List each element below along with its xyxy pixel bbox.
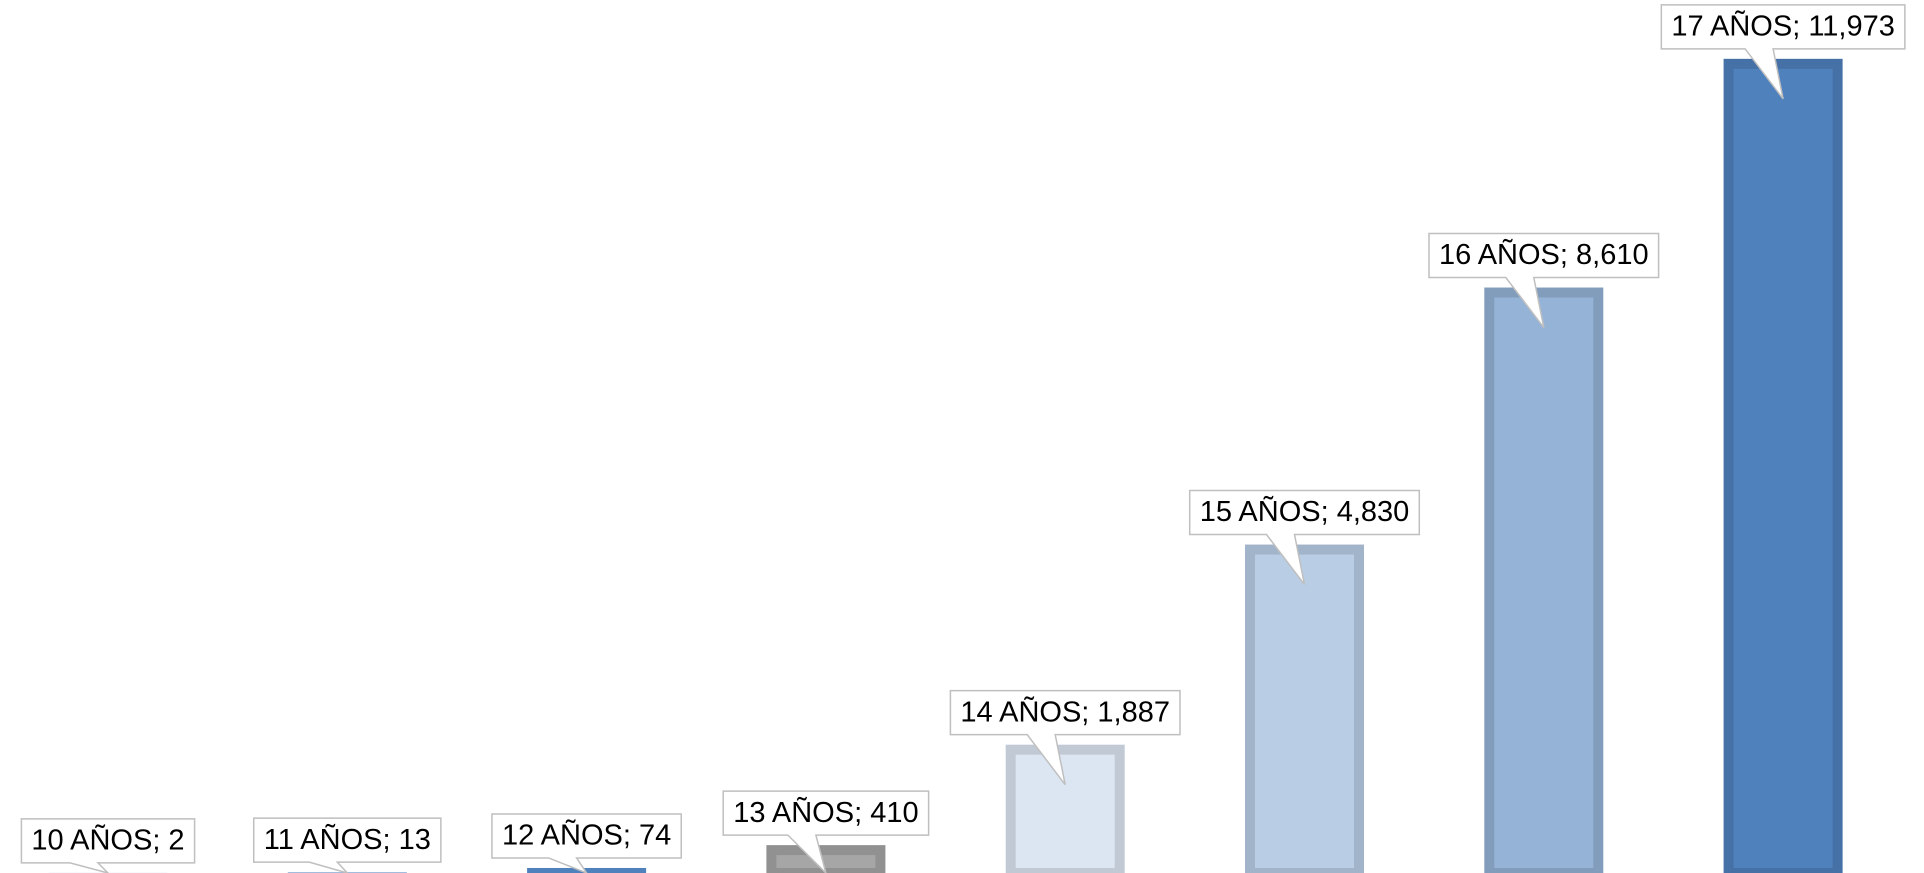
bar <box>527 867 647 873</box>
bar <box>1723 58 1843 873</box>
bar <box>766 845 886 873</box>
label-callout <box>1188 489 1421 586</box>
label-callout <box>722 790 930 873</box>
data-label: 10 AÑOS; 2 <box>31 823 184 857</box>
label-callout <box>252 817 442 873</box>
data-label: 17 AÑOS; 11,973 <box>1671 8 1895 42</box>
label-callout <box>491 813 682 873</box>
data-label: 14 AÑOS; 1,887 <box>960 694 1170 728</box>
bar-edge <box>1005 744 1125 873</box>
label-callout <box>949 689 1181 786</box>
label-callout <box>1660 4 1906 100</box>
bar-edge <box>1723 58 1843 873</box>
bar <box>1484 287 1604 873</box>
data-label: 16 AÑOS; 8,610 <box>1439 237 1649 271</box>
bar-edge <box>1245 544 1364 873</box>
data-label: 11 AÑOS; 13 <box>264 822 431 856</box>
label-callout <box>20 818 196 873</box>
data-label: 13 AÑOS; 410 <box>733 795 918 829</box>
bar <box>1245 544 1364 873</box>
bar <box>1005 744 1125 873</box>
data-label: 12 AÑOS; 74 <box>502 818 671 852</box>
data-label: 15 AÑOS; 4,830 <box>1200 494 1410 528</box>
label-callout <box>1428 232 1660 328</box>
